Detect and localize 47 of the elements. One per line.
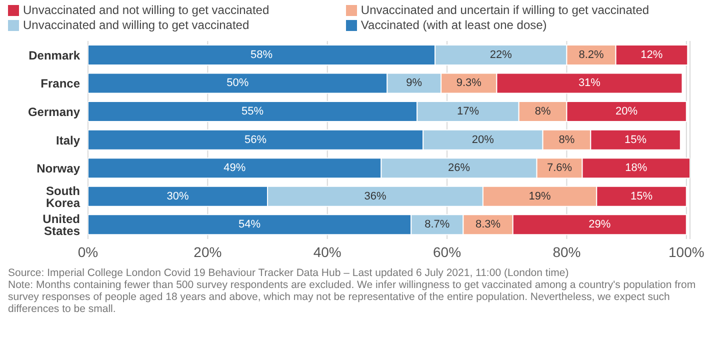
data-label: 54% (238, 218, 261, 231)
data-label: 8.2% (578, 48, 604, 61)
x-tick-label: 0% (78, 244, 98, 260)
data-label: 9% (406, 77, 422, 90)
data-label: 15% (624, 134, 647, 146)
data-label: 29% (588, 218, 611, 231)
data-label: 7.6% (547, 162, 572, 174)
data-label: 26% (448, 162, 470, 174)
x-tick-label: 100% (668, 244, 704, 260)
x-tick-label: 60% (433, 244, 462, 260)
data-label: 22% (490, 48, 512, 61)
y-tick-label: Norway (36, 162, 80, 176)
data-label: 8% (558, 134, 575, 146)
data-label: 31% (578, 77, 601, 90)
legend-label: Unvaccinated and uncertain if willing to get vaccinated (360, 3, 650, 17)
data-label: 20% (616, 106, 638, 118)
y-tick-label: South Korea (46, 184, 80, 210)
legend-label: Vaccinated (with at least one dose) (360, 18, 547, 32)
data-label: 55% (242, 106, 264, 118)
data-label: 19% (528, 190, 552, 202)
data-label: 17% (456, 106, 480, 118)
source-note: Source: Imperial College London Covid 19 Behaviour Tracker Data Hub – Last updated 6 July 2021, 11:00 (London time) (8, 267, 570, 279)
data-label: 36% (364, 190, 386, 202)
y-tick-label: Italy (56, 133, 80, 148)
data-label: 50% (226, 77, 249, 90)
y-tick-label: Germany (28, 104, 80, 119)
data-label: 8.3% (476, 218, 501, 231)
y-tick-label: France (40, 76, 80, 91)
legend-label: Unvaccinated and not willing to get vaccinated (23, 3, 270, 17)
legend-label: Unvaccinated and willing to get vaccinated (23, 18, 250, 32)
data-label: 30% (166, 190, 189, 202)
data-label: 8% (534, 106, 551, 118)
text: Note: Months containing fewer than 500 survey respondents are excluded. We infer willingness to get vaccinated among a country's population from survey responses of people aged 18 years and above, which may not be representative of the entire population. Nevertheless, we expect such differences to be small. (8, 279, 697, 315)
data-label: 12% (640, 48, 663, 61)
data-label: 9.3% (456, 77, 482, 90)
data-label: 8.7% (424, 218, 450, 231)
x-tick-label: 20% (194, 244, 222, 260)
x-tick-label: 40% (313, 244, 342, 260)
data-label: 18% (625, 162, 648, 174)
data-label: 49% (224, 162, 246, 174)
data-label: 20% (472, 134, 494, 146)
y-tick-label: United States (42, 212, 80, 238)
x-tick-label: 80% (552, 244, 581, 260)
data-label: 56% (244, 134, 267, 146)
data-label: 58% (250, 48, 273, 61)
data-label: 15% (630, 190, 653, 202)
y-tick-label: Denmark (28, 48, 80, 62)
